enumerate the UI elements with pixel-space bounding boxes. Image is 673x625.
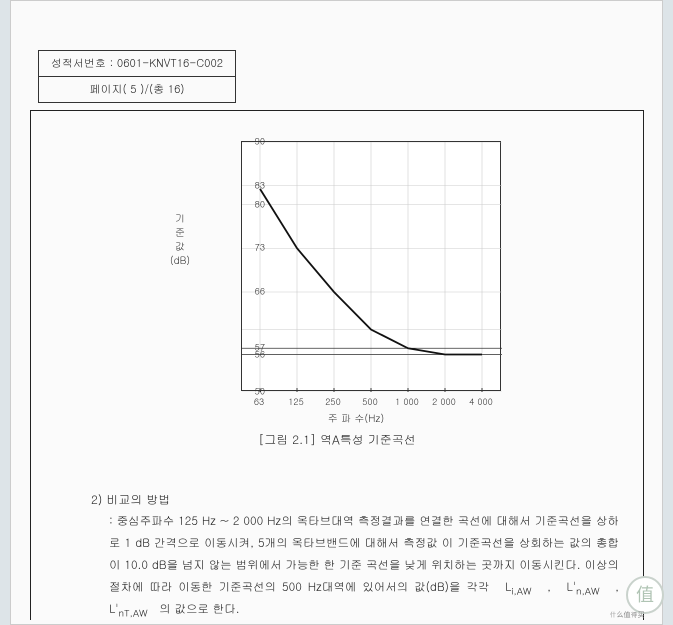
y-tick-label: 80 — [241, 197, 265, 210]
x-tick-label: 2 000 — [432, 395, 456, 408]
x-tick-label: 500 — [362, 395, 378, 408]
chart-svg — [242, 142, 502, 392]
y-tick-label: 83 — [241, 178, 265, 191]
watermark-icon: 值 什么值得买 — [587, 575, 667, 619]
y-tick-label: 57 — [241, 341, 265, 354]
watermark-main: 值 — [636, 582, 654, 607]
x-tick-label: 250 — [325, 395, 341, 408]
watermark-sub: 什么值得买 — [610, 609, 645, 619]
doc-no-label: 성적서번호 : — [51, 56, 113, 71]
x-tick-label: 63 — [254, 395, 264, 408]
chart-caption: [그림 2.1] 역A특성 기준곡선 — [31, 431, 643, 448]
chart-container: 기 준 값 (dB) 5056576673808390 631252505001… — [181, 131, 531, 421]
chart-plot-area — [241, 141, 501, 391]
section-heading: 2) 비교의 방법 — [91, 491, 170, 508]
y-tick-label: 66 — [241, 285, 265, 298]
doc-number-row: 성적서번호 : 0601-KNVT16-C002 — [39, 51, 235, 76]
document-header-box: 성적서번호 : 0601-KNVT16-C002 페이지( 5 )/(총 16) — [38, 50, 236, 103]
y-tick-label: 90 — [241, 135, 265, 148]
x-tick-label: 4 000 — [469, 395, 493, 408]
section-body: : 중심주파수 125 Hz ~ 2 000 Hz의 옥타브대역 측정결과를 연… — [109, 511, 619, 622]
page-info-row: 페이지( 5 )/(총 16) — [39, 76, 235, 102]
y-tick-label: 73 — [241, 241, 265, 254]
x-tick-label: 125 — [288, 395, 304, 408]
x-axis-label: 주 파 수(Hz) — [181, 411, 531, 425]
doc-no-value: 0601-KNVT16-C002 — [117, 56, 223, 71]
x-tick-label: 1 000 — [395, 395, 419, 408]
content-frame: 기 준 값 (dB) 5056576673808390 631252505001… — [30, 110, 644, 620]
y-axis-label: 기 준 값 (dB) — [167, 211, 193, 267]
page-label: 페이지( 5 )/(총 16) — [89, 82, 184, 97]
